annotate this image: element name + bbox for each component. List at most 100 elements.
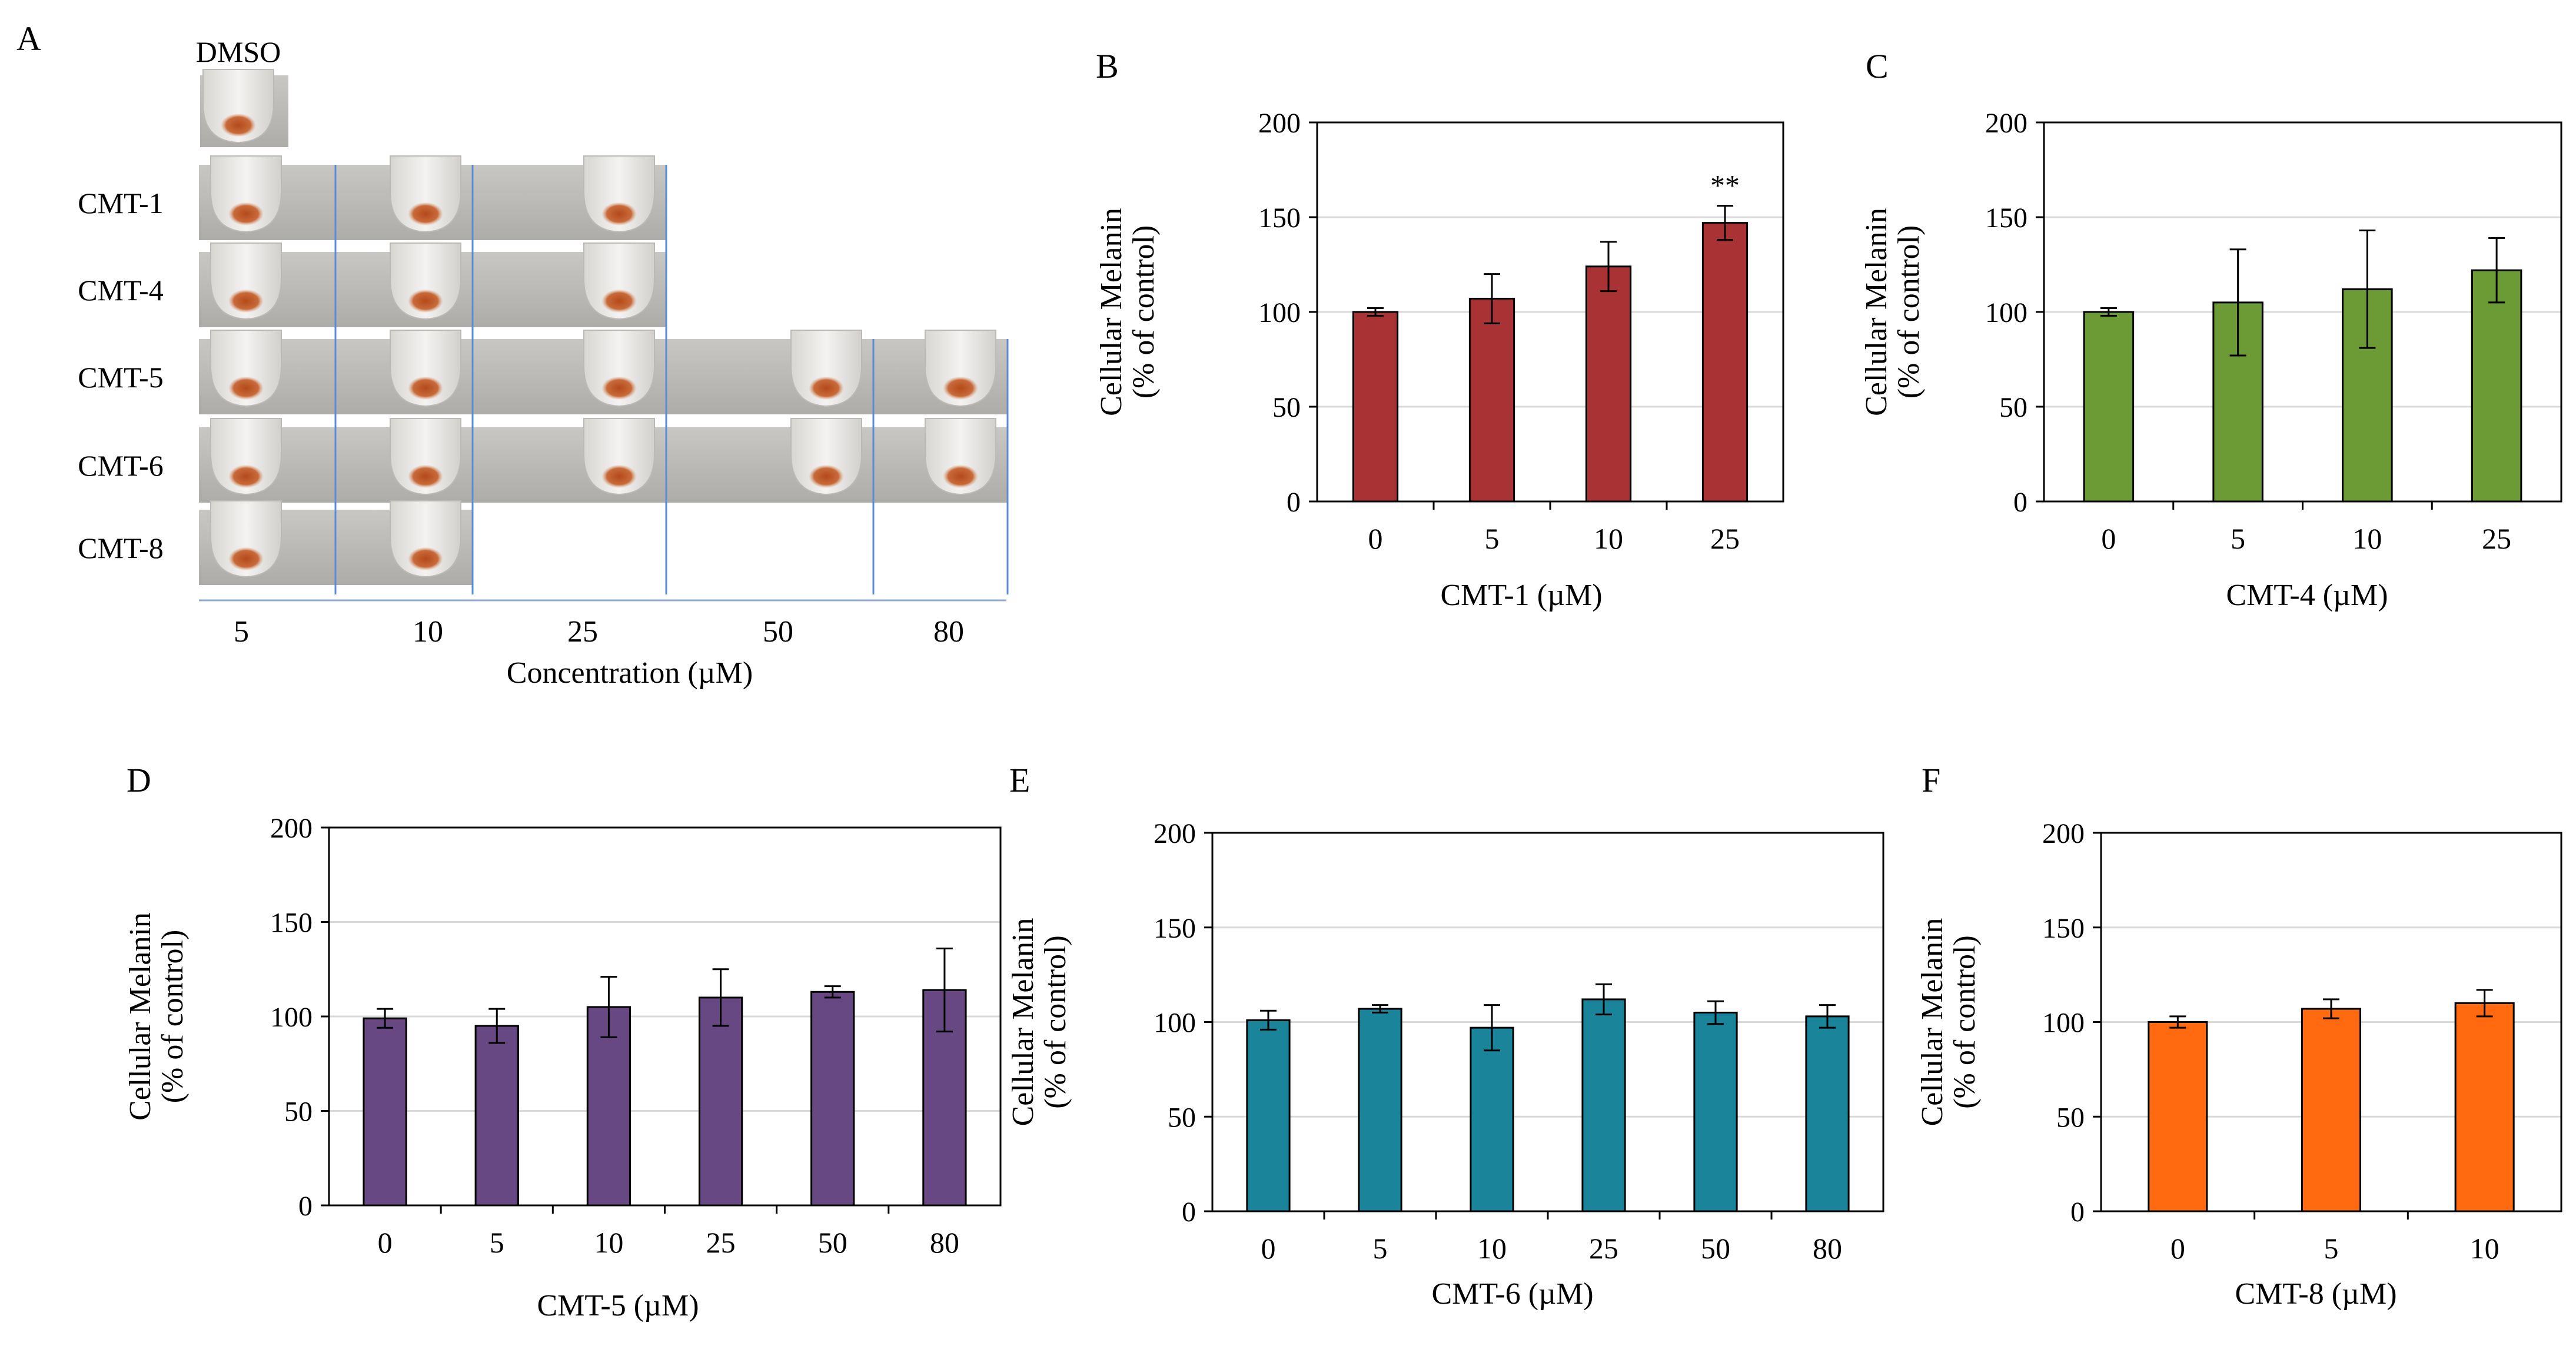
tube-photo [210, 500, 282, 578]
tube-photo [790, 330, 862, 407]
tube-photo [925, 330, 996, 407]
concentration-tick-label: 50 [763, 615, 793, 649]
concentration-tick-label: 80 [933, 615, 964, 649]
concentration-axis-label: Concentration (µM) [507, 656, 753, 690]
tube-photo [583, 330, 655, 407]
y-axis-label-units: (% of control) [1127, 225, 1161, 399]
tube-photo [390, 155, 461, 233]
y-tick-label: 100 [1985, 297, 2027, 328]
y-tick-label: 200 [1258, 108, 1301, 139]
x-tick-label: 0 [1261, 1232, 1276, 1265]
panel-letter-a: A [16, 19, 41, 58]
y-tick-label: 150 [1154, 913, 1196, 944]
y-axis-label-units: (% of control) [1948, 935, 1982, 1109]
error-bar [1372, 1004, 1388, 1014]
error-bar [377, 1008, 394, 1029]
y-tick-label: 0 [2013, 487, 2027, 518]
y-axis-label-units: (% of control) [156, 930, 190, 1104]
x-tick-label: 50 [1701, 1232, 1730, 1265]
panel-letter: F [1922, 761, 1940, 799]
tube-row [199, 242, 666, 327]
y-axis-label: Cellular Melanin [1006, 918, 1040, 1127]
error-bar [2100, 307, 2117, 317]
column-dividers [334, 165, 1009, 594]
x-tick-label: 5 [1485, 522, 1500, 555]
dmso-tube [202, 69, 274, 144]
error-bar [1596, 983, 1612, 1016]
error-bar [600, 976, 617, 1038]
tube-photo [210, 242, 282, 320]
x-tick-label: 80 [930, 1226, 959, 1259]
x-tick-label: 5 [1373, 1232, 1388, 1265]
bar [474, 1025, 519, 1207]
bar [1358, 1008, 1402, 1212]
x-tick-label: 10 [594, 1226, 623, 1259]
x-tick-label: 25 [706, 1226, 736, 1259]
y-tick-label: 200 [1154, 818, 1196, 849]
dmso-tube-photo [200, 69, 288, 147]
x-axis-label: CMT-5 (µM) [537, 1289, 699, 1323]
y-tick-label: 100 [1258, 297, 1301, 328]
y-tick-label: 150 [2042, 913, 2085, 944]
x-tick-label: 0 [1368, 522, 1383, 555]
panel-letter: E [1009, 761, 1030, 799]
bar [1805, 1015, 1850, 1212]
error-bar [2323, 998, 2339, 1019]
y-tick-label: 50 [284, 1097, 313, 1128]
tube-photo [925, 418, 996, 496]
x-tick-label: 80 [1813, 1232, 1842, 1265]
bar [1352, 311, 1399, 503]
y-tick-label: 50 [1168, 1102, 1196, 1133]
bar [1246, 1019, 1291, 1212]
row-label: CMT-8 [78, 531, 163, 564]
bar [1693, 1011, 1738, 1212]
error-bar [1717, 205, 1733, 241]
tube-photo [390, 418, 461, 496]
error-bar [712, 968, 729, 1027]
tube-photo [790, 418, 862, 496]
panel-letter: C [1866, 47, 1889, 85]
x-tick-label: 50 [818, 1226, 847, 1259]
panel-a-photo-grid: A DMSO CMT-1 CMT-4 CMT-5 CMT-6 CMT-8 5 10 25 50… [16, 19, 1009, 690]
x-tick-label: 25 [1589, 1232, 1618, 1265]
y-tick-label: 100 [270, 1002, 313, 1033]
bar [1701, 222, 1749, 503]
x-tick-label: 25 [2482, 522, 2511, 555]
tube-photo [210, 418, 282, 496]
error-bar [1367, 307, 1384, 317]
x-tick-label: 0 [378, 1226, 393, 1259]
y-tick-label: 150 [1258, 202, 1301, 234]
concentration-tick-label: 10 [413, 615, 443, 649]
error-bar [936, 947, 953, 1033]
bar [2148, 1021, 2208, 1212]
concentration-tick-label: 5 [234, 615, 249, 649]
error-bar [824, 985, 841, 999]
chart-panel-d: D 0 50 100 150 200 0 5 10 25 50 80 CMT-5 (µM) Cellula… [124, 761, 1002, 1323]
y-tick-label: 200 [2042, 818, 2085, 849]
chart-panel-c: C 0 50 100 150 200 0 5 10 25 CMT-4 (µM) Cellular Me… [1860, 47, 2562, 612]
error-bar [1260, 1009, 1277, 1031]
tube-photo [583, 155, 655, 233]
y-axis-label: Cellular Melanin [1916, 918, 1949, 1127]
y-tick-label: 150 [1985, 202, 2027, 234]
x-tick-label: 10 [1594, 522, 1623, 555]
x-tick-label: 5 [490, 1226, 504, 1259]
y-tick-label: 100 [1154, 1008, 1196, 1039]
row-label: CMT-5 [78, 361, 163, 394]
chart-panel-f: F 0 50 100 150 200 0 5 10 CMT-8 (µM) Cellular Mela… [1916, 761, 2562, 1311]
error-bar [1819, 1004, 1836, 1029]
tube-photo [583, 418, 655, 496]
error-bar [1484, 273, 1500, 324]
x-tick-label: 5 [2324, 1232, 2339, 1265]
bar [810, 991, 855, 1207]
bar [2301, 1008, 2362, 1212]
row-label: CMT-6 [78, 449, 163, 482]
y-tick-label: 0 [298, 1191, 313, 1222]
bar [363, 1017, 407, 1207]
tube-row [199, 418, 1008, 503]
x-tick-label: 0 [2171, 1232, 2185, 1265]
bar [1470, 1026, 1514, 1212]
x-axis-label: CMT-1 (µM) [1440, 579, 1602, 612]
error-bar [2169, 1015, 2186, 1029]
tube-photo [210, 155, 282, 233]
